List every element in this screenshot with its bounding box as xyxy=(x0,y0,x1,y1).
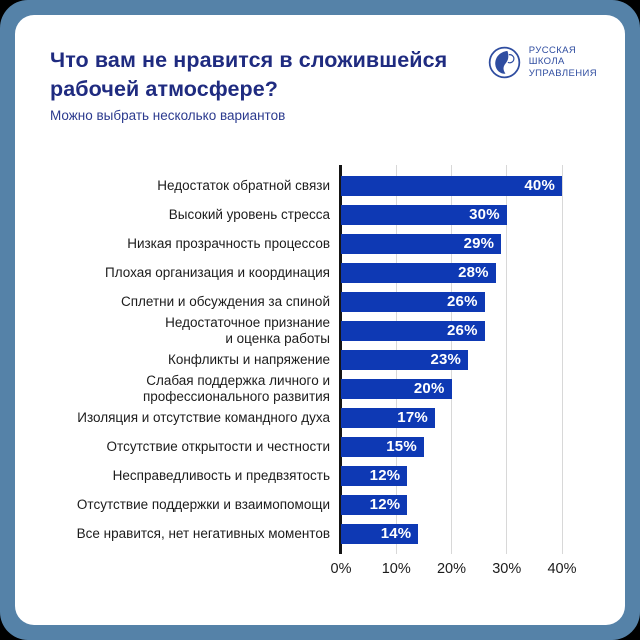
category-label: Низкая прозрачность процессов xyxy=(127,235,330,251)
value-label: 40% xyxy=(524,177,555,194)
chart-title: Что вам не нравится в сложившейся рабоче… xyxy=(50,48,448,101)
chart-subtitle: Можно выбрать несколько вариантов xyxy=(50,108,286,123)
bar: 40% xyxy=(341,175,562,196)
bar-cell: 29% xyxy=(341,233,562,254)
poster-card: Что вам не нравится в сложившейся рабоче… xyxy=(15,15,625,625)
bar-cell: 12% xyxy=(341,494,562,515)
bar: 26% xyxy=(341,320,485,341)
bar-row: Все нравится, нет негативных моментов 14… xyxy=(35,519,595,548)
category-label: Сплетни и обсуждения за спиной xyxy=(121,293,330,309)
bar-row: Отсутствие поддержки и взаимопомощи 12% xyxy=(35,490,595,519)
bar-row: Конфликты и напряжение 23% xyxy=(35,345,595,374)
bar-row: Высокий уровень стресса 30% xyxy=(35,200,595,229)
bar-row: Недостаточное признание и оценка работы … xyxy=(35,315,595,346)
bar-cell: 14% xyxy=(341,523,562,544)
value-label: 12% xyxy=(369,467,401,484)
brand-logo-line: РУССКАЯ xyxy=(528,45,577,56)
brand-logo-text: РУССКАЯ ШКОЛА УПРАВЛЕНИЯ xyxy=(529,45,597,79)
x-tick-label: 40% xyxy=(547,561,577,577)
value-label: 30% xyxy=(469,206,500,223)
bar-cell: 12% xyxy=(341,465,562,486)
x-axis-tick-labels: 0% 10% 20% 30% 40% xyxy=(331,561,577,581)
bar: 28% xyxy=(341,262,496,283)
bar: 20% xyxy=(341,378,452,399)
value-label: 17% xyxy=(397,409,428,426)
value-label: 23% xyxy=(430,351,462,368)
bar-row: Плохая организация и координация 28% xyxy=(35,258,595,287)
bar-row: Изоляция и отсутствие командного духа 17… xyxy=(35,403,595,432)
value-label: 26% xyxy=(447,293,478,310)
category-label: Высокий уровень стресса xyxy=(168,206,330,222)
x-tick-label: 30% xyxy=(492,561,522,577)
bar-rows: Недостаток обратной связи 40% Высокий ур… xyxy=(35,171,595,548)
bar-row: Недостаток обратной связи 40% xyxy=(35,171,595,200)
value-label: 29% xyxy=(463,235,495,252)
horizontal-bar-chart: Недостаток обратной связи 40% Высокий ур… xyxy=(35,165,595,591)
bar-cell: 26% xyxy=(341,320,562,341)
bar-row: Сплетни и обсуждения за спиной 26% xyxy=(35,287,595,316)
bar: 23% xyxy=(341,349,469,370)
rsu-logo-icon xyxy=(488,46,521,79)
bar: 12% xyxy=(341,494,408,515)
bar-cell: 23% xyxy=(341,349,562,370)
bar: 26% xyxy=(341,291,485,312)
bar-cell: 26% xyxy=(341,291,562,312)
x-tick-label: 0% xyxy=(330,561,352,577)
category-label: Недостаточное признание и оценка работы xyxy=(165,315,330,346)
value-label: 14% xyxy=(380,525,412,542)
brand-logo: РУССКАЯ ШКОЛА УПРАВЛЕНИЯ xyxy=(488,45,597,79)
bar-cell: 20% xyxy=(341,378,562,399)
bar-row: Низкая прозрачность процессов 29% xyxy=(35,229,595,258)
bar: 15% xyxy=(341,436,424,457)
bar: 17% xyxy=(341,407,435,428)
bar-cell: 15% xyxy=(341,436,562,457)
bar: 14% xyxy=(341,523,419,544)
category-label: Все нравится, нет негативных моментов xyxy=(76,525,330,541)
category-label: Слабая поддержка личного и профессиональ… xyxy=(142,373,330,404)
x-tick-label: 10% xyxy=(381,561,411,577)
bar-row: Слабая поддержка личного и профессиональ… xyxy=(35,373,595,404)
bar-cell: 28% xyxy=(341,262,562,283)
bar-cell: 40% xyxy=(341,175,562,196)
bar: 12% xyxy=(341,465,408,486)
value-label: 20% xyxy=(413,380,445,397)
category-label: Конфликты и напряжение xyxy=(167,351,330,367)
value-label: 12% xyxy=(369,496,401,513)
bar-row: Несправедливость и предвзятость 12% xyxy=(35,461,595,490)
bar-cell: 17% xyxy=(341,407,562,428)
brand-logo-line: ШКОЛА xyxy=(528,56,565,68)
value-label: 28% xyxy=(458,264,489,281)
category-label: Плохая организация и координация xyxy=(105,264,330,280)
category-label: Отсутствие поддержки и взаимопомощи xyxy=(76,496,330,512)
brand-logo-line: УПРАВЛЕНИЯ xyxy=(528,67,597,79)
bar-row: Отсутствие открытости и честности 15% xyxy=(35,432,595,461)
x-tick-label: 20% xyxy=(436,561,467,577)
category-label: Изоляция и отсутствие командного духа xyxy=(77,409,330,425)
bar: 30% xyxy=(341,204,507,225)
category-label: Отсутствие открытости и честности xyxy=(106,438,330,454)
category-label: Несправедливость и предвзятость xyxy=(112,467,330,483)
value-label: 15% xyxy=(386,438,417,455)
bar-cell: 30% xyxy=(341,204,562,225)
category-label: Недостаток обратной связи xyxy=(157,177,330,193)
value-label: 26% xyxy=(447,322,478,339)
bar: 29% xyxy=(341,233,502,254)
